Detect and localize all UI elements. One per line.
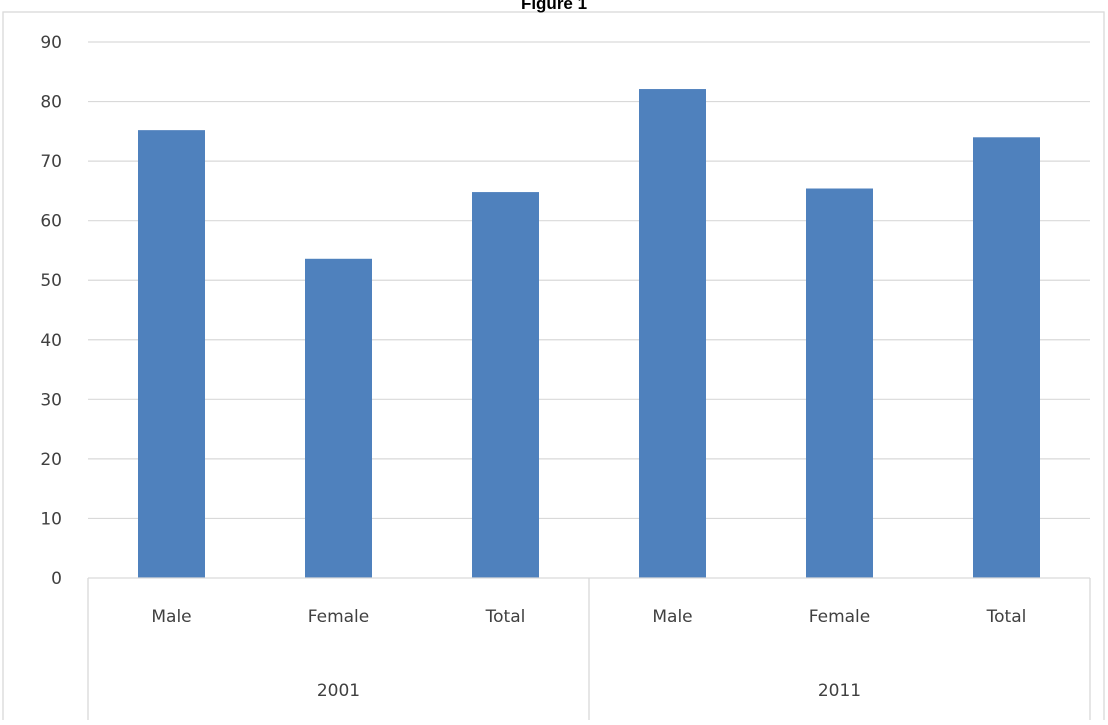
y-axis-tick-labels: 0 10 20 30 40 50 60 70 80 90 bbox=[40, 33, 62, 589]
x-tick-label: Female bbox=[809, 607, 870, 627]
bar-female-2011 bbox=[806, 188, 873, 579]
gridlines bbox=[88, 41, 1090, 520]
y-tick-label: 90 bbox=[40, 33, 62, 53]
y-tick-label: 60 bbox=[40, 212, 62, 232]
bar-total-2001 bbox=[472, 192, 539, 578]
y-tick-label: 20 bbox=[40, 450, 62, 470]
x-tick-label: Total bbox=[986, 607, 1027, 627]
x-group-label: 2011 bbox=[818, 681, 861, 701]
chart-title: Figure 1 bbox=[520, 0, 588, 13]
y-tick-label: 30 bbox=[40, 390, 62, 410]
bar-total-2011 bbox=[973, 137, 1040, 579]
bar-female-2001 bbox=[305, 258, 372, 578]
y-tick-label: 50 bbox=[40, 271, 62, 291]
y-tick-label: 70 bbox=[40, 152, 62, 172]
bar-male-2011 bbox=[639, 89, 706, 578]
y-tick-label: 80 bbox=[40, 93, 62, 113]
x-tick-label: Male bbox=[151, 607, 191, 627]
bars bbox=[138, 89, 1040, 579]
y-tick-label: 10 bbox=[40, 509, 62, 529]
y-tick-label: 40 bbox=[40, 331, 62, 351]
x-tick-label: Male bbox=[652, 607, 692, 627]
x-tick-label: Total bbox=[485, 607, 526, 627]
x-group-label: 2001 bbox=[317, 681, 360, 701]
y-tick-label: 0 bbox=[51, 569, 62, 589]
x-tick-label: Female bbox=[308, 607, 369, 627]
x-axis: Male Female Total Male Female Total 2001 2011 bbox=[87, 577, 1091, 720]
bar-male-2001 bbox=[138, 130, 205, 579]
